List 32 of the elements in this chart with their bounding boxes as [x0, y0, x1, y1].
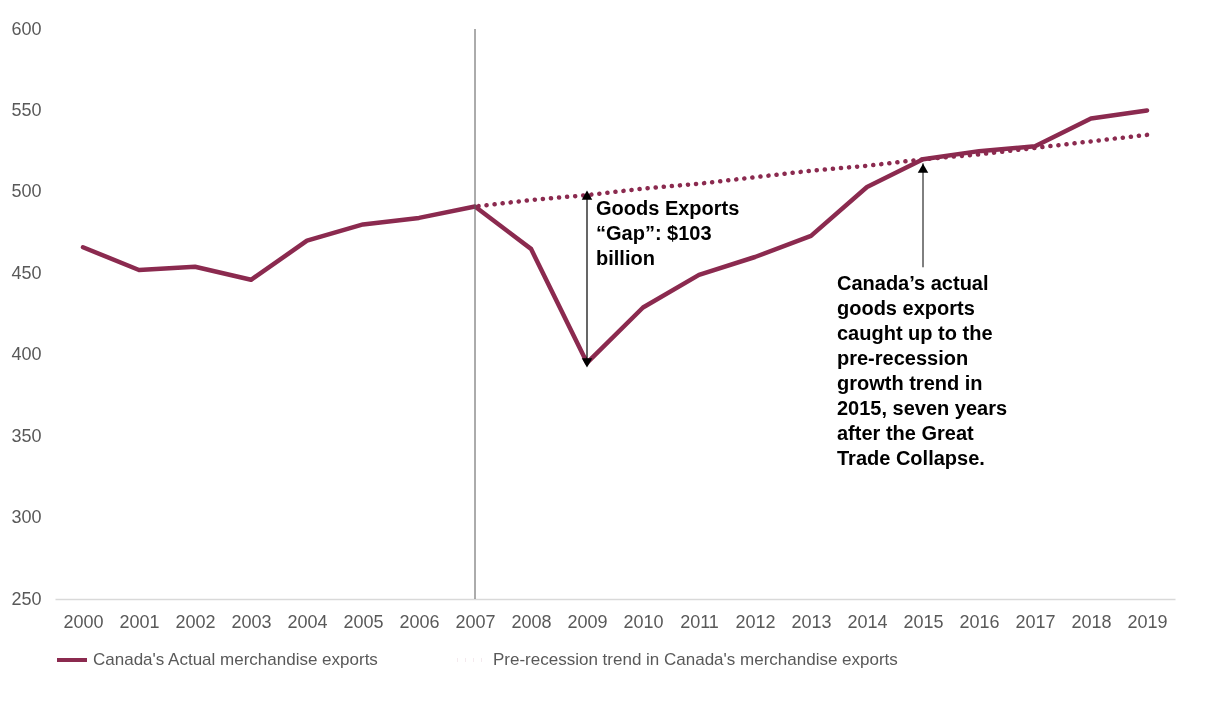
x-tick-label: 2018 [1071, 611, 1112, 632]
y-tick-label: 300 [11, 507, 42, 528]
y-tick-label: 600 [11, 18, 42, 39]
x-tick-label: 2014 [847, 611, 888, 632]
legend-label: Canada's Actual merchandise exports [93, 650, 378, 669]
x-tick-label: 2017 [1015, 611, 1056, 632]
x-tick-label: 2012 [735, 611, 776, 632]
x-tick-label: 2011 [680, 611, 719, 632]
x-tick-label: 2013 [791, 611, 832, 632]
x-tick-label: 2007 [455, 611, 496, 632]
annotation: Canada’s actual goods exports caught up to the pre-recession growth trend in 2015, seven years after the Great Trade Collapse. [837, 272, 1008, 470]
x-tick-label: 2015 [903, 611, 944, 632]
x-tick-label: 2009 [567, 611, 608, 632]
x-tick-label: 2010 [623, 611, 664, 632]
y-tick-label: 550 [11, 99, 42, 120]
x-tick-label: 2000 [63, 611, 104, 632]
x-tick-label: 2005 [343, 611, 384, 632]
x-tick-label: 2003 [231, 611, 272, 632]
x-tick-label: 2006 [399, 611, 440, 632]
x-tick-label: 2004 [287, 611, 328, 632]
x-tick-label: 2002 [175, 611, 216, 632]
legend-label: Pre-recession trend in Canada's merchandise exports [493, 650, 898, 669]
y-tick-label: 500 [11, 181, 42, 202]
annotation: Goods Exports “Gap”: $103 billion [596, 197, 740, 270]
x-tick-label: 2008 [511, 611, 552, 632]
x-tick-label: 2016 [959, 611, 1000, 632]
x-tick-label: 2019 [1127, 611, 1168, 632]
y-tick-label: 350 [11, 425, 42, 446]
y-tick-label: 400 [11, 344, 42, 365]
y-tick-label: 450 [11, 262, 42, 283]
x-tick-label: 2001 [119, 611, 160, 632]
y-tick-label: 250 [11, 588, 42, 609]
